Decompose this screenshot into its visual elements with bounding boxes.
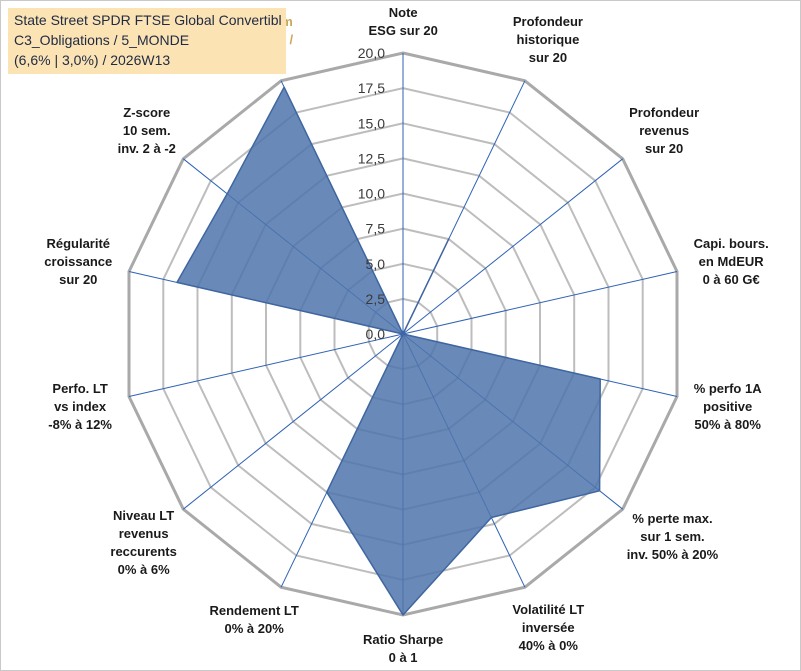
category-label-line: Z-score <box>123 104 171 120</box>
category-label: Profondeur revenus sur 20 <box>629 104 699 158</box>
category-label-line: Rendement LT <box>209 602 299 618</box>
chart-subtitle-category: C3_Obligations / 5_MONDE <box>14 32 190 48</box>
spoke-line <box>402 271 678 335</box>
chart-title: State Street SPDR FTSE Global Convertibl <box>14 12 282 28</box>
category-label-line: positive <box>703 398 753 414</box>
category-label: Volatilité LT inversée 40% à 0% <box>512 601 584 655</box>
category-label: % perte max. sur 1 sem. inv. 50% à 20% <box>627 510 719 564</box>
tick-label: 5,0 <box>366 256 386 272</box>
category-label-line: Volatilité LT <box>512 601 585 617</box>
category-label-line: vs index <box>54 398 107 414</box>
category-label-line: 0% à 6% <box>117 561 170 577</box>
category-label-line: ESG sur 20 <box>368 23 438 38</box>
chart-subtitle-stats: (6,6% | 3,0%) / 2026W13 <box>14 52 171 68</box>
category-label-line: Profondeur <box>512 14 583 30</box>
category-label-line: 0 à 1 <box>388 650 418 665</box>
category-label-line: sur 20 <box>528 50 568 66</box>
category-label-line: % perte max. <box>632 511 713 527</box>
category-label-line: Note <box>388 5 418 20</box>
tick-label: 0,0 <box>366 326 386 342</box>
tick-label: 20,0 <box>358 45 385 61</box>
category-label-line: % perfo 1A <box>693 380 762 396</box>
spoke-line <box>402 158 624 335</box>
category-label-line: reccurents <box>110 543 177 559</box>
category-label: Niveau LT revenus reccurents 0% à 6% <box>110 507 176 579</box>
category-label-line: 0% à 20% <box>224 620 284 636</box>
category-label: Capi. bours. en MdEUR 0 à 60 G€ <box>694 235 769 289</box>
category-label-line: 10 sem. <box>122 122 171 138</box>
category-label-line: Ratio Sharpe <box>363 632 444 647</box>
category-label: Rendement LT 0% à 20% <box>210 602 299 638</box>
category-label-line: croissance <box>44 253 113 269</box>
category-label: Note ESG sur 20 <box>369 4 438 40</box>
category-label-line: Niveau LT <box>113 507 175 523</box>
spoke-line <box>128 333 404 397</box>
category-label: Perfo. LT vs index -8% à 12% <box>48 380 112 434</box>
tick-label: 2,5 <box>366 291 386 307</box>
tick-label: 12,5 <box>358 150 385 166</box>
category-label-line: revenus <box>118 525 169 541</box>
radial-tick-labels: 0,0 2,5 5,0 7,5 10,0 12,5 15,0 17,5 20,0 <box>358 45 385 342</box>
category-label-line: inv. 50% à 20% <box>626 547 719 563</box>
category-label-line: inv. 2 à -2 <box>117 140 176 156</box>
category-label-line: Perfo. LT <box>52 380 108 396</box>
tick-label: 10,0 <box>358 186 385 202</box>
tick-label: 7,5 <box>366 221 386 237</box>
category-label-line: revenus <box>639 122 690 138</box>
category-label-line: sur 1 sem. <box>640 529 705 545</box>
tick-label: 15,0 <box>358 115 385 131</box>
category-label-line: inversée <box>521 619 575 635</box>
category-label-line: en MdEUR <box>698 253 764 269</box>
series-area <box>176 86 601 616</box>
radar-series <box>176 86 601 616</box>
category-label: Régularité croissance sur 20 <box>44 235 112 289</box>
category-label-line: 0 à 60 G€ <box>702 271 760 287</box>
category-label-line: sur 20 <box>59 271 98 287</box>
category-label-line: Régularité <box>46 235 111 251</box>
category-label-line: Profondeur <box>629 104 700 120</box>
tick-label: 17,5 <box>358 80 385 96</box>
chart-title-box: State Street SPDR FTSE Global Convertibl… <box>8 8 286 74</box>
spoke-line <box>182 333 404 510</box>
category-label: Profondeur historique sur 20 <box>513 13 583 67</box>
category-label-line: sur 20 <box>644 140 684 156</box>
category-label-line: Capi. bours. <box>693 235 769 251</box>
category-label-line: historique <box>516 32 580 48</box>
category-label: % perfo 1A positive 50% à 80% <box>694 380 762 434</box>
category-label-line: 50% à 80% <box>694 416 761 432</box>
category-label-line: 40% à 0% <box>518 637 578 653</box>
category-label: Ratio Sharpe 0 à 1 <box>363 631 443 667</box>
category-label: Z-score 10 sem. inv. 2 à -2 <box>118 104 176 158</box>
category-label-line: -8% à 12% <box>48 416 112 432</box>
